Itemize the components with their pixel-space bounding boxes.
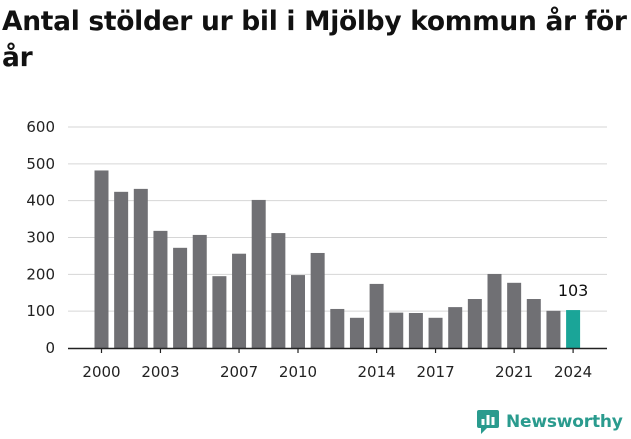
x-tick-label: 2003: [141, 363, 179, 381]
bar-2010: [291, 275, 305, 348]
bar-2011: [310, 252, 325, 348]
chart-title: Antal stölder ur bil i Mjölby kommun år …: [2, 6, 627, 73]
x-tick-label: 2014: [358, 363, 396, 381]
value-labels: 103: [558, 281, 589, 300]
brand-name: Newsworthy: [506, 412, 623, 432]
bar-2015: [389, 312, 404, 348]
x-tick-label: 2021: [495, 363, 533, 381]
y-tick-label: 200: [26, 265, 55, 283]
bar-2000: [94, 170, 109, 348]
y-tick-label: 500: [26, 155, 55, 173]
brand-logo: Newsworthy: [476, 409, 623, 435]
x-tick-label: 2007: [220, 363, 258, 381]
bars: [94, 170, 581, 348]
bar-2016: [408, 313, 423, 348]
bar-2020: [487, 273, 502, 348]
bar-2018: [448, 307, 463, 348]
bar-2013: [349, 317, 364, 348]
bar-2024: [566, 310, 581, 348]
y-tick-label: 100: [26, 302, 55, 320]
bar-2008: [251, 199, 266, 348]
bar-2003: [153, 230, 168, 348]
bar-2023: [546, 310, 561, 348]
bar-chart: 0 100 200 300 400 500 600 2000 2003 2007 2010 2014…: [26, 118, 607, 381]
bar-2012: [330, 308, 345, 348]
bar-2009: [271, 233, 286, 348]
newsworthy-logo-icon: [477, 410, 499, 434]
bar-2007: [232, 253, 247, 348]
value-label-2024: 103: [558, 281, 589, 300]
x-tick-label: 2000: [82, 363, 120, 381]
bar-2021: [507, 282, 522, 348]
bar-2004: [173, 247, 188, 348]
y-tick-label: 600: [26, 118, 55, 136]
bar-2019: [467, 299, 482, 348]
bar-2017: [428, 317, 443, 348]
y-tick-label: 300: [26, 229, 55, 247]
bar-2014: [369, 283, 384, 348]
bar-2005: [192, 234, 207, 348]
bar-2006: [212, 276, 227, 348]
gridlines: [68, 126, 607, 312]
bar-2022: [526, 299, 541, 348]
y-axis-labels: 0 100 200 300 400 500 600: [26, 118, 55, 357]
bar-2002: [133, 188, 148, 348]
x-axis: 2000 2003 2007 2010 2014 2017 2021 2024: [68, 347, 607, 381]
y-tick-label: 400: [26, 192, 55, 210]
y-tick-label: 0: [45, 339, 55, 357]
x-tick-label: 2017: [416, 363, 454, 381]
bar-2001: [114, 191, 129, 348]
x-tick-label: 2024: [554, 363, 592, 381]
x-tick-label: 2010: [279, 363, 317, 381]
